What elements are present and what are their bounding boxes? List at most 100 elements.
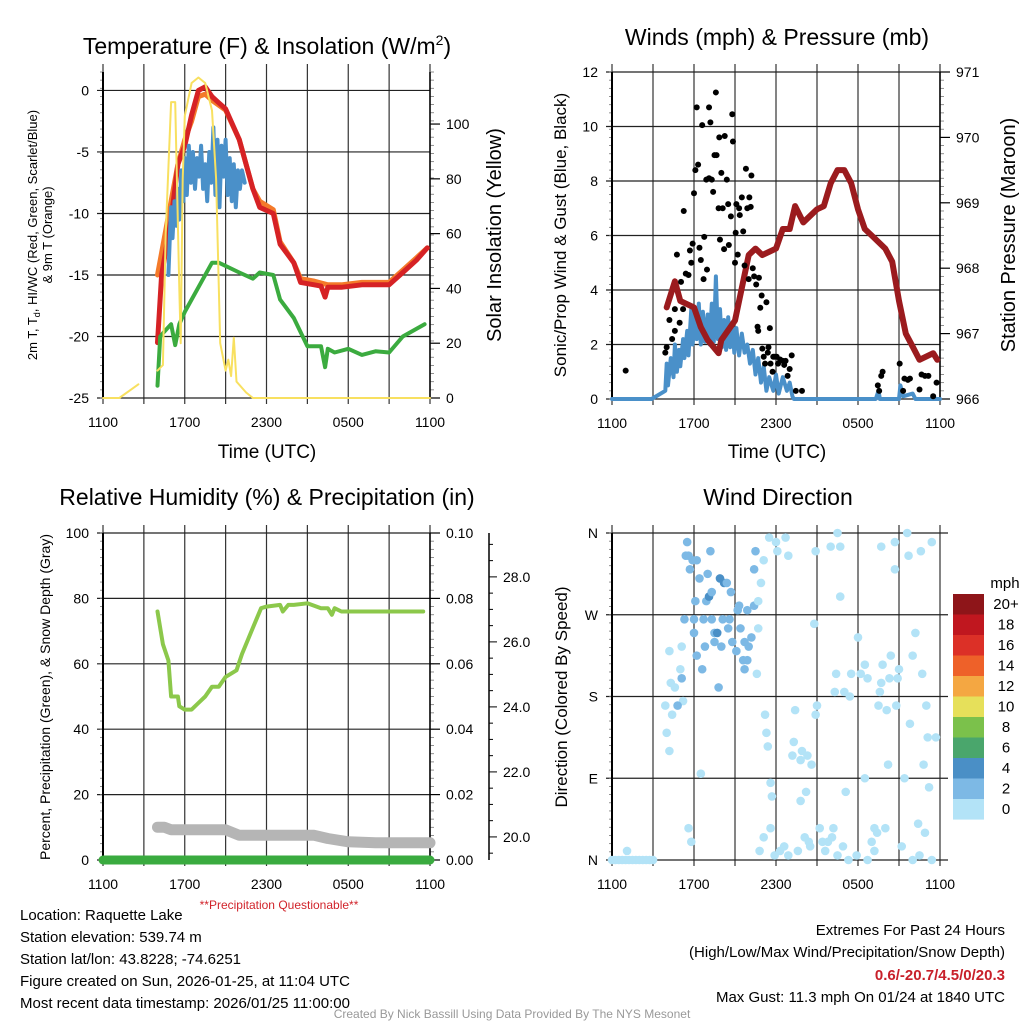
wind-direction-point [876, 678, 886, 688]
gust-point [784, 372, 791, 379]
wind-direction-point [726, 587, 736, 597]
max-gust-text: Max Gust: 11.3 mph On 01/24 at 1840 UTC [716, 989, 1005, 1006]
wind-direction-point [723, 624, 733, 633]
wind-direction-point [670, 683, 680, 692]
gust-point [746, 194, 753, 201]
wind-direction-point [714, 683, 723, 692]
humidity-panel-title: Relative Humidity (%) & Precipitation (i… [59, 484, 474, 510]
wind-direction-point [661, 701, 670, 710]
wind-direction-point [784, 551, 793, 561]
x-tick-label: 1700 [169, 414, 200, 430]
wind-direction-point [699, 614, 708, 624]
wind-direction-point [736, 624, 745, 633]
wind-direction-point [784, 851, 793, 860]
x-tick-label: 1100 [88, 414, 118, 430]
wind-direction-point [691, 596, 700, 606]
extremes-title: Extremes For Past 24 Hours [816, 922, 1005, 939]
gust-point [691, 190, 697, 197]
gust-point [745, 276, 752, 283]
colorbar-label: 12 [998, 678, 1015, 695]
gust-point [741, 262, 748, 269]
right-y-tick-label: 0.02 [446, 787, 473, 803]
speed-colorbar: 20+ 18 16 14 12 10 8 6 4 2 0 [953, 594, 1019, 820]
gust-point [762, 360, 769, 367]
gust-point [925, 372, 932, 379]
gust-point [786, 366, 793, 373]
y-tick-label: E [589, 770, 598, 786]
wind-direction-point [902, 528, 912, 538]
gust-point [673, 251, 680, 258]
wind-direction-point [648, 855, 658, 865]
wind-direction-point [803, 751, 812, 760]
gust-point [729, 138, 736, 145]
humidity-plot: 100 80 60 40 20 0 0.10 0.08 0.06 0.04 0.02 0.00 28.0… [66, 525, 530, 892]
gust-point [879, 368, 886, 375]
gust-point [707, 119, 714, 126]
y-tick-label: 0 [590, 391, 598, 407]
wind-direction-point [886, 651, 896, 660]
gust-point [788, 352, 795, 359]
y-tick-label: 2 [590, 337, 598, 353]
right-y-tick-label: 968 [956, 260, 980, 276]
gust-point [930, 393, 937, 400]
extremes-info: Extremes For Past 24 Hours (High/Low/Max… [689, 922, 1005, 1006]
gust-point [697, 257, 704, 264]
wind-direction-point [870, 846, 879, 856]
right-y-tick-label: 20 [446, 335, 462, 351]
series-sonic-wind [610, 274, 942, 401]
wind-direction-point [677, 642, 686, 651]
colorbar-swatch [953, 696, 984, 718]
y-tick-label: -5 [77, 144, 90, 160]
elevation-text: Station elevation: 539.74 m [20, 929, 202, 946]
wind-direction-point [867, 837, 876, 847]
wind-direction-point [917, 669, 927, 679]
right-y-tick-label: 0 [446, 390, 454, 406]
wind-direction-point [689, 628, 699, 638]
wind-direction-point [809, 619, 819, 629]
gust-point [718, 169, 725, 176]
wind-direction-point [703, 569, 712, 579]
wind-direction-point [911, 628, 920, 638]
pressure-axis-label: Station Pressure (Maroon) [998, 118, 1020, 353]
wind-direction-point [900, 773, 909, 783]
y-tick-label: -15 [69, 267, 89, 283]
wind-direction-point [885, 674, 894, 683]
wind-direction-point [881, 823, 890, 833]
gust-point [695, 161, 702, 168]
x-tick-label: 1100 [415, 414, 445, 430]
gust-point [678, 278, 685, 285]
wind-direction-point [696, 769, 706, 779]
wind-direction-point [883, 760, 893, 769]
wind-direction-point [771, 537, 781, 547]
right-y-tick-label: 0.10 [446, 525, 473, 541]
gust-point [753, 281, 760, 288]
gust-point [692, 167, 699, 174]
x-tick-label: 1100 [925, 876, 955, 892]
wind-direction-point [872, 828, 882, 838]
gust-point [721, 246, 728, 253]
wind-direction-point [718, 614, 727, 624]
wind-y-axis-label: Sonic/Prop Wind & Gust (Blue, Black) [551, 93, 570, 377]
wind-direction-point [916, 546, 926, 556]
gust-point [693, 104, 700, 111]
gust-point [703, 266, 710, 273]
x-tick-label: 1100 [597, 876, 627, 892]
gust-point [719, 205, 726, 212]
gust-point [755, 274, 762, 281]
extremes-fields: (High/Low/Max Wind/Precipitation/Snow De… [689, 944, 1005, 961]
wind-direction-point [812, 701, 822, 710]
wind-direction-point [924, 783, 934, 792]
wind-direction-point [860, 660, 870, 670]
gust-point [933, 379, 940, 386]
colorbar-swatch [953, 635, 984, 656]
winds-panel-title: Winds (mph) & Pressure (mb) [625, 24, 929, 50]
wind-direction-point [695, 574, 704, 583]
gust-point [740, 228, 747, 235]
wind-direction-point [760, 710, 770, 719]
right-y-tick-label: 0.04 [446, 721, 473, 737]
right-y-tick-label: 966 [956, 391, 980, 407]
gust-point [701, 233, 708, 240]
